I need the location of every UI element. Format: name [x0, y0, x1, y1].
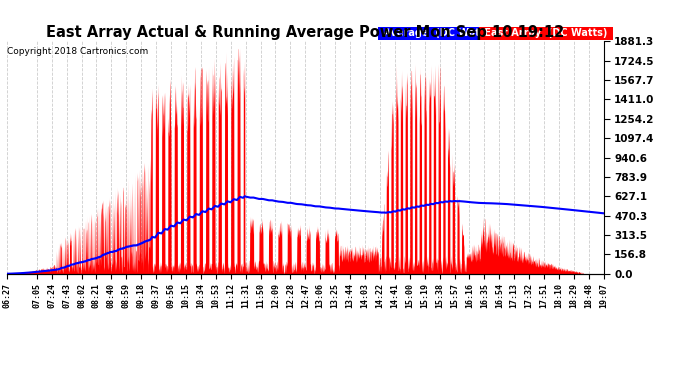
Text: Average  (DC Watts): Average (DC Watts) [380, 28, 498, 39]
Text: Copyright 2018 Cartronics.com: Copyright 2018 Cartronics.com [7, 47, 148, 56]
Title: East Array Actual & Running Average Power Mon Sep 10 19:12: East Array Actual & Running Average Powe… [46, 25, 564, 40]
Text: East Array  (DC Watts): East Array (DC Watts) [482, 28, 611, 39]
